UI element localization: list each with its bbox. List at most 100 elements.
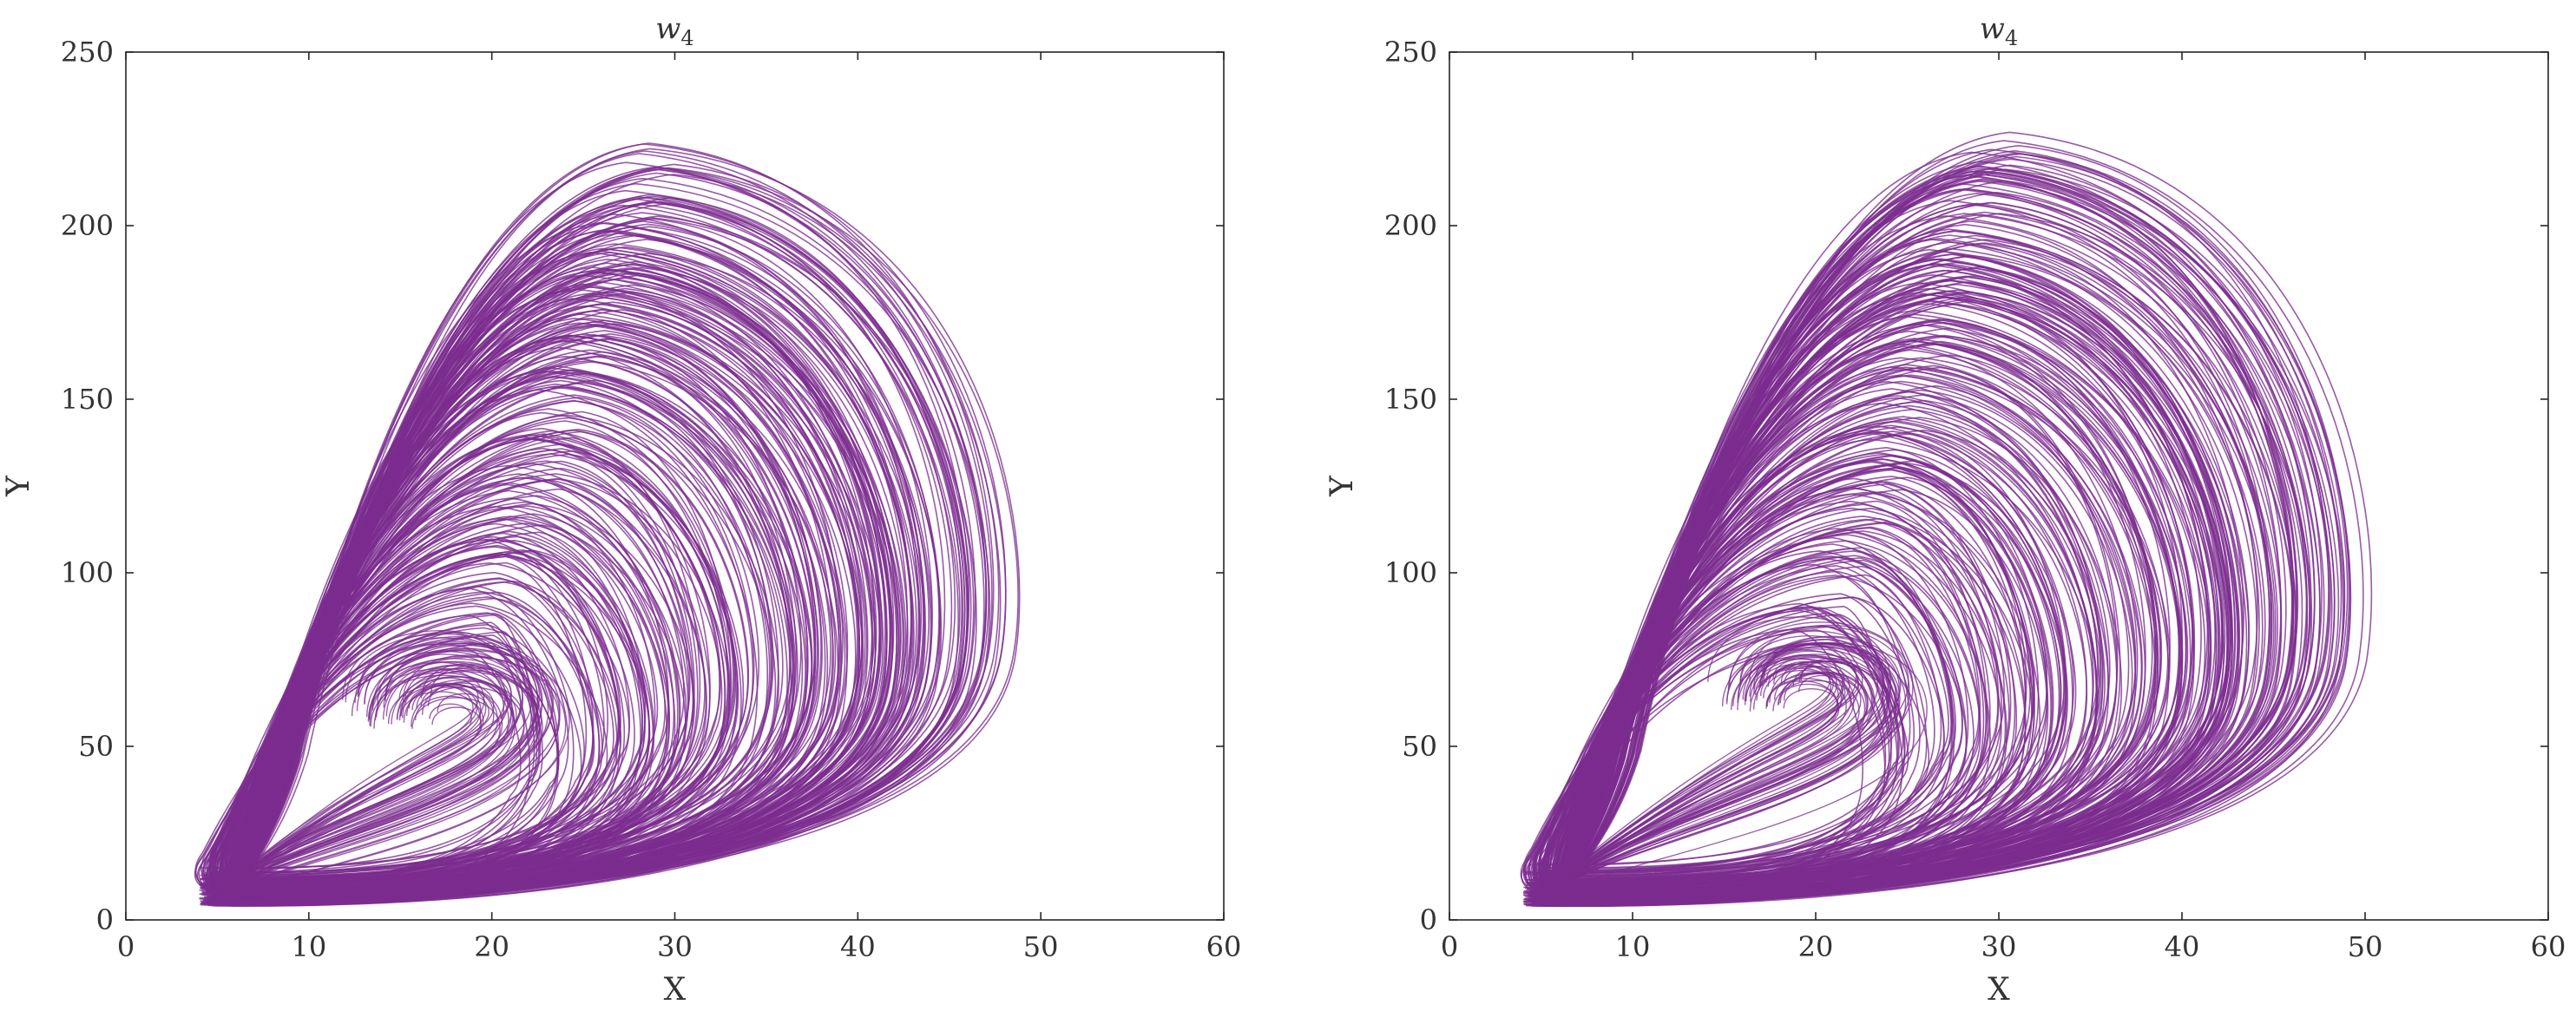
trajectory-core bbox=[1531, 658, 1831, 903]
attractor-trajectory bbox=[194, 142, 1021, 907]
x-tick-label: 30 bbox=[657, 930, 693, 963]
trajectory-core bbox=[1531, 643, 1890, 903]
trajectory-core bbox=[207, 642, 549, 903]
trajectory-loop bbox=[217, 351, 826, 903]
trajectory-core bbox=[1531, 626, 1910, 903]
trajectory-core bbox=[207, 686, 478, 903]
trajectory-core bbox=[207, 685, 474, 903]
trajectory-loop bbox=[208, 577, 594, 903]
trajectory-loop bbox=[1541, 321, 2210, 905]
trajectory-loop bbox=[1525, 258, 2233, 903]
trajectory-loop bbox=[1524, 522, 2010, 902]
y-tick-label: 150 bbox=[61, 383, 114, 416]
y-tick-label: 250 bbox=[61, 36, 114, 69]
x-tick-label: 10 bbox=[1615, 930, 1651, 963]
trajectory-core bbox=[207, 691, 482, 903]
trajectory-loop bbox=[1522, 625, 1929, 903]
trajectory-loop bbox=[1525, 167, 2336, 901]
chart-panel-right: 0 10 20 30 40 50 60 0 50 100 150 200 250 w4 X Y bbox=[1288, 0, 2576, 1027]
chart-title: w4 bbox=[655, 11, 693, 50]
trajectory-core bbox=[1531, 683, 1838, 903]
trajectory-core bbox=[207, 654, 532, 903]
trajectory-core bbox=[1531, 650, 1859, 903]
trajectory-loop bbox=[1534, 596, 1945, 904]
trajectory-loop bbox=[218, 330, 818, 904]
x-tick-label: 0 bbox=[117, 930, 135, 963]
trajectory-core bbox=[1531, 642, 1928, 903]
trajectory-loop bbox=[205, 172, 989, 904]
trajectory-core bbox=[207, 682, 495, 903]
trajectory-core bbox=[207, 640, 542, 903]
y-tick-label: 0 bbox=[1420, 903, 1437, 936]
x-axis-label: X bbox=[1988, 972, 2010, 1008]
trajectory-core bbox=[1531, 672, 1869, 903]
trajectory-core bbox=[207, 643, 522, 903]
trajectory-core bbox=[1531, 680, 1860, 903]
trajectory-core bbox=[1531, 653, 1845, 903]
trajectory-loop bbox=[1538, 458, 2034, 903]
trajectory-loop bbox=[200, 551, 650, 905]
y-tick-label: 0 bbox=[96, 903, 114, 936]
trajectory-loop bbox=[1525, 628, 1863, 906]
trajectory-loop bbox=[204, 233, 913, 903]
trajectory-core bbox=[207, 685, 482, 903]
trajectory-loop bbox=[208, 477, 690, 903]
x-tick-label: 40 bbox=[2165, 930, 2200, 963]
attractor-trajectory bbox=[1520, 131, 2373, 907]
trajectory-loop bbox=[1548, 131, 2373, 905]
trajectory-core bbox=[207, 686, 525, 903]
trajectory-loop bbox=[1534, 349, 2161, 903]
x-tick-label: 30 bbox=[1981, 930, 2017, 963]
trajectory-loop bbox=[1536, 263, 2223, 904]
trajectory-core bbox=[1531, 634, 1879, 903]
trajectory-loop bbox=[1526, 563, 1921, 902]
chart-panel-left: 0 10 20 30 40 50 60 0 50 100 150 200 250 w4 X Y bbox=[0, 0, 1267, 1027]
trajectory-loop bbox=[1527, 181, 2312, 902]
trajectory-loop bbox=[1534, 345, 2139, 905]
trajectory-loop bbox=[198, 634, 540, 902]
trajectory-core bbox=[1531, 649, 1874, 903]
chart-title: w4 bbox=[1980, 11, 2018, 50]
chart-left: 0 10 20 30 40 50 60 0 50 100 150 200 250 w4 X Y bbox=[1, 11, 1241, 1008]
x-tick-label: 60 bbox=[2531, 930, 2566, 963]
trajectory-loop bbox=[1544, 394, 2101, 902]
y-tick-label: 100 bbox=[1384, 556, 1437, 589]
y-tick-label: 200 bbox=[61, 209, 114, 242]
trajectory-loop bbox=[194, 637, 560, 902]
x-tick-label: 20 bbox=[474, 930, 509, 963]
trajectory-core bbox=[1531, 635, 1902, 903]
trajectory-core bbox=[1531, 624, 1909, 903]
trajectory-loop bbox=[1535, 507, 2033, 901]
trajectory-loop bbox=[209, 433, 737, 903]
trajectory-loop bbox=[1534, 550, 1981, 903]
x-tick-label: 40 bbox=[840, 930, 876, 963]
trajectory-loop bbox=[1532, 596, 1928, 903]
y-axis-label: Y bbox=[1324, 475, 1360, 497]
trajectory-loop bbox=[200, 333, 831, 901]
trajectory-loop bbox=[209, 555, 621, 902]
trajectory-loop bbox=[216, 408, 736, 905]
trajectory-core bbox=[1531, 666, 1834, 903]
trajectory-loop bbox=[213, 334, 837, 905]
x-tick-label: 20 bbox=[1798, 930, 1834, 963]
trajectory-loop bbox=[211, 621, 536, 904]
trajectory-loop bbox=[1537, 483, 2005, 903]
y-axis-label: Y bbox=[1, 475, 36, 497]
trajectory-loop bbox=[1536, 174, 2325, 905]
trajectory-core bbox=[1531, 657, 1876, 903]
y-tick-label: 50 bbox=[1402, 730, 1437, 763]
x-tick-label: 0 bbox=[1441, 930, 1458, 963]
trajectory-loop bbox=[207, 349, 817, 901]
y-tick-label: 50 bbox=[78, 730, 114, 763]
x-tick-label: 50 bbox=[1023, 930, 1059, 963]
trajectory-loop bbox=[204, 279, 894, 902]
x-axis-label: X bbox=[664, 972, 687, 1008]
trajectory-core bbox=[207, 706, 483, 903]
trajectory-loop bbox=[1534, 201, 2287, 902]
trajectory-core bbox=[1531, 630, 1889, 903]
trajectory-loop bbox=[201, 288, 884, 902]
y-tick-label: 150 bbox=[1384, 383, 1437, 416]
trajectory-core bbox=[1531, 641, 1886, 903]
trajectory-loop bbox=[214, 379, 769, 904]
trajectory-core bbox=[207, 636, 555, 903]
